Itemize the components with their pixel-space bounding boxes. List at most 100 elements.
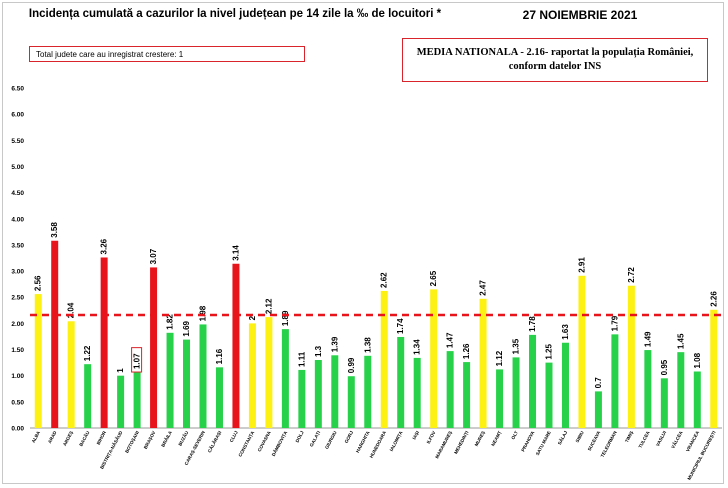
bar <box>150 267 158 428</box>
y-tick-label: 4.00 <box>11 216 24 223</box>
category-label: COVASNA <box>257 430 272 453</box>
category-label: CLUJ <box>229 430 239 443</box>
data-label: 2.91 <box>577 257 586 273</box>
bar <box>397 336 405 428</box>
data-label: 1.98 <box>199 305 208 321</box>
bar <box>446 351 454 428</box>
data-label: 1.79 <box>610 315 619 331</box>
y-tick-label: 3.00 <box>11 269 24 276</box>
data-label: 0.95 <box>660 359 669 375</box>
bar <box>693 371 701 428</box>
data-label: 2.62 <box>380 272 389 288</box>
y-tick-label: 0.00 <box>11 426 24 433</box>
y-tick-label: 1.00 <box>11 373 24 380</box>
increase-count-text: Total judete care au inregistrat crester… <box>36 50 184 59</box>
data-label: 3.26 <box>100 238 109 254</box>
data-label: 3.58 <box>50 222 59 238</box>
category-label: OLT <box>510 430 519 440</box>
category-label: BIHOR <box>96 430 108 446</box>
bar <box>84 364 92 428</box>
category-label: VÂLCEA <box>670 429 684 449</box>
data-label: 1.47 <box>446 332 455 348</box>
category-label: HARGHITA <box>355 430 371 454</box>
y-tick-label: 2.50 <box>11 295 24 302</box>
chart-title: Incidența cumulată a cazurilor la nivel … <box>28 8 442 20</box>
data-label: 1.08 <box>693 352 702 368</box>
bar <box>594 391 602 428</box>
data-label: 1.12 <box>495 350 504 366</box>
data-label: 3.07 <box>149 248 158 264</box>
category-label: CONSTANȚA <box>238 430 256 458</box>
category-label: DÂMBOVIȚA <box>270 429 289 457</box>
y-tick-label: 3.50 <box>11 242 24 249</box>
bar <box>644 350 652 428</box>
data-label: 2.72 <box>627 267 636 283</box>
category-label: MEHEDINȚI <box>453 430 469 455</box>
national-average-box: MEDIA NATIONALA - 2.16- raportat la popu… <box>402 38 708 82</box>
category-label: BRĂILA <box>159 429 173 448</box>
bar <box>199 324 207 428</box>
data-label: 1.45 <box>676 333 685 349</box>
category-label: BRAȘOV <box>143 429 158 450</box>
y-tick-label: 6.50 <box>11 86 24 93</box>
data-label: 1.89 <box>281 310 290 326</box>
data-label: 1.82 <box>166 314 175 330</box>
category-label: MUREȘ <box>474 430 487 447</box>
bar <box>232 263 240 428</box>
bar <box>660 378 668 428</box>
bar <box>611 334 619 428</box>
data-label: 1.22 <box>83 345 92 361</box>
bar <box>298 369 306 428</box>
data-label: 1 <box>116 368 125 373</box>
category-label: GORJ <box>344 430 355 444</box>
bar <box>561 342 569 428</box>
bar <box>479 298 487 428</box>
y-tick-label: 2.00 <box>11 321 24 328</box>
bar <box>413 357 421 428</box>
category-label: GALAȚI <box>309 430 321 447</box>
data-label: 1.63 <box>561 324 570 340</box>
y-tick-label: 0.50 <box>11 399 24 406</box>
bar <box>578 275 586 428</box>
y-tick-label: 1.50 <box>11 347 24 354</box>
bar <box>710 309 718 428</box>
category-label: TELEORMAN <box>600 430 618 459</box>
bar <box>512 357 520 428</box>
category-label: ALBA <box>31 430 42 444</box>
category-label: IAȘI <box>411 430 420 441</box>
data-label: 1.74 <box>396 318 405 334</box>
report-date: 27 NOIEMBRIE 2021 <box>522 8 638 22</box>
category-label: SĂLAJ <box>556 429 569 446</box>
bar <box>627 285 635 428</box>
category-label: BUZĂU <box>177 429 190 447</box>
data-label: 2.56 <box>34 275 43 291</box>
category-label: DOLJ <box>295 430 305 444</box>
category-label: NEAMȚ <box>490 430 502 447</box>
data-label: 2.26 <box>709 291 718 307</box>
data-label: 1.35 <box>512 338 521 354</box>
data-label: 1.07 <box>133 353 142 369</box>
data-label: 1.34 <box>413 339 422 355</box>
bar <box>430 289 438 428</box>
bar <box>281 329 289 428</box>
data-label: 0.99 <box>347 357 356 373</box>
bar <box>34 294 42 428</box>
data-label: 1.3 <box>314 345 323 357</box>
bar <box>314 360 322 428</box>
bar <box>100 257 108 428</box>
data-label: 1.16 <box>215 348 224 364</box>
bar <box>215 367 223 428</box>
y-tick-label: 5.00 <box>11 164 24 171</box>
data-label: 1.49 <box>643 331 652 347</box>
bar <box>545 362 553 428</box>
category-label: TIMIȘ <box>624 430 635 444</box>
data-label: 2 <box>248 315 257 320</box>
category-label: HUNEDOARA <box>369 430 388 459</box>
data-label: 2.04 <box>67 302 76 318</box>
bar <box>248 323 256 428</box>
y-tick-label: 5.50 <box>11 138 24 145</box>
category-label: ARAD <box>47 430 58 445</box>
data-label: 2.65 <box>429 270 438 286</box>
category-label: SATU MARE <box>535 430 552 456</box>
